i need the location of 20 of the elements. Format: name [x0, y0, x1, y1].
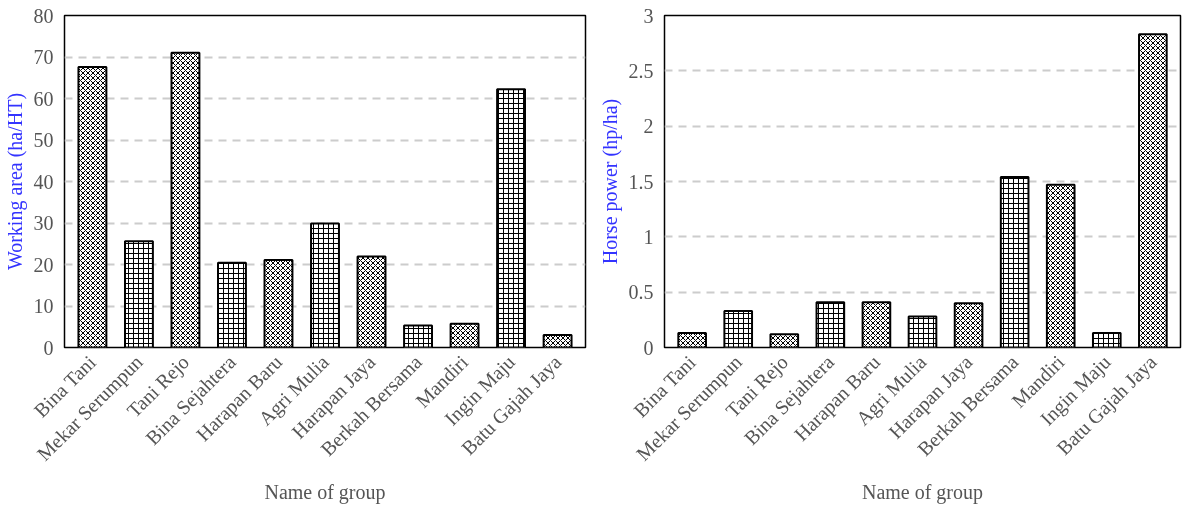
- y-tick-label: 70: [33, 46, 54, 68]
- x-axis-title: Name of group: [861, 480, 984, 504]
- x-axis-title: Name of group: [264, 480, 386, 504]
- y-tick-label: 40: [33, 170, 54, 193]
- y-tick-label: 1.5: [628, 170, 654, 193]
- y-tick-label: 0: [643, 336, 654, 359]
- y-tick-label: 3: [643, 4, 654, 27]
- y-tick-label: 0: [43, 336, 54, 359]
- y-tick-label: 0.5: [628, 281, 654, 304]
- y-tick-label: 50: [33, 129, 54, 151]
- y-axis-title: Horse power (hp/ha): [598, 98, 622, 265]
- y-tick-label: 60: [33, 87, 54, 110]
- y-tick-label: 2.5: [628, 59, 654, 82]
- y-axis-title: Working area (ha/HT): [3, 92, 27, 271]
- y-tick-label: 80: [33, 4, 54, 27]
- y-tick-label: 20: [33, 253, 54, 276]
- y-tick-label: 1: [643, 225, 654, 248]
- y-tick-label: 10: [33, 295, 54, 317]
- y-tick-label: 30: [33, 212, 54, 234]
- y-tick-label: 2: [643, 115, 654, 138]
